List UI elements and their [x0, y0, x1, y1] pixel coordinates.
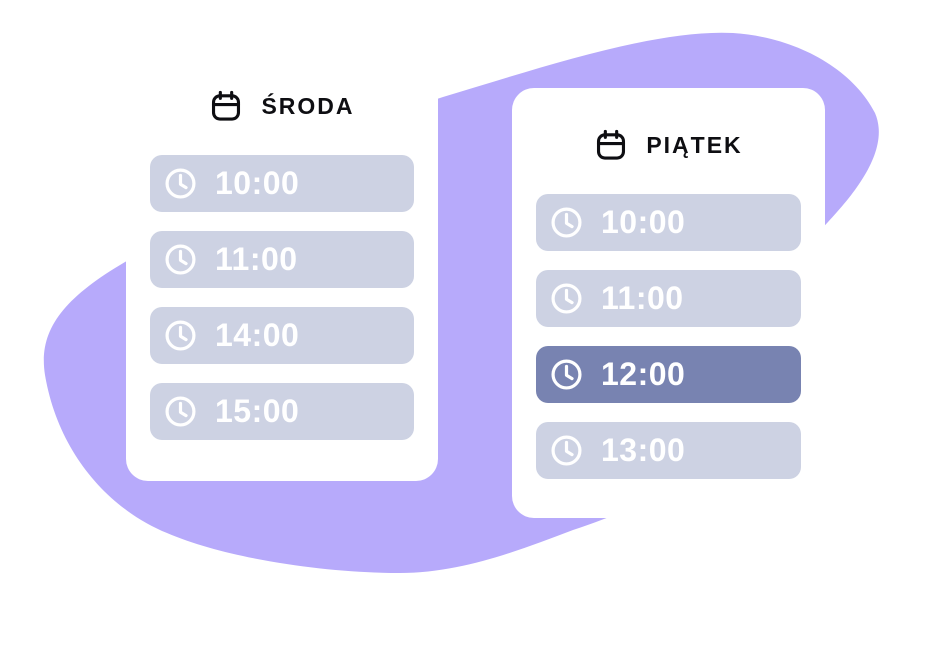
- slot-time-label: 11:00: [215, 241, 298, 277]
- clock-icon: [165, 396, 196, 427]
- day-title: ŚRODA: [261, 92, 355, 119]
- slot-time-label: 11:00: [601, 280, 684, 316]
- time-slot-button[interactable]: 11:00: [150, 231, 414, 288]
- slot-time-label: 10:00: [601, 204, 686, 240]
- time-slot-button[interactable]: 14:00: [150, 307, 414, 364]
- slot-time-label: 13:00: [601, 432, 686, 468]
- clock-icon: [165, 168, 196, 199]
- time-slot-button[interactable]: 13:00: [536, 422, 801, 479]
- schedule-card-wednesday: ŚRODA 10:00 11:00: [126, 49, 438, 481]
- time-slot-button[interactable]: 10:00: [536, 194, 801, 251]
- clock-icon: [165, 320, 196, 351]
- time-slot-button[interactable]: 10:00: [150, 155, 414, 212]
- slot-list: 10:00 11:00 14:00: [150, 155, 414, 440]
- slot-time-label: 15:00: [215, 393, 300, 429]
- clock-icon: [165, 244, 196, 275]
- clock-icon: [551, 359, 582, 390]
- time-slot-button selected-time-slot[interactable]: 12:00: [536, 346, 801, 403]
- calendar-icon: [212, 90, 241, 121]
- clock-icon: [551, 207, 582, 238]
- time-slot-button[interactable]: 15:00: [150, 383, 414, 440]
- calendar-icon: [597, 129, 626, 160]
- time-slot-button[interactable]: 11:00: [536, 270, 801, 327]
- card-header-friday: PIĄTEK: [536, 128, 801, 162]
- card-header-wednesday: ŚRODA: [150, 89, 414, 123]
- day-title: PIĄTEK: [646, 131, 743, 158]
- slot-list: 10:00 11:00 12:00: [536, 194, 801, 479]
- clock-icon: [551, 435, 582, 466]
- clock-icon: [551, 283, 582, 314]
- slot-time-label: 12:00: [601, 356, 686, 392]
- slot-time-label: 10:00: [215, 165, 300, 201]
- schedule-card-friday: PIĄTEK 10:00 11:00: [512, 88, 825, 518]
- slot-time-label: 14:00: [215, 317, 300, 353]
